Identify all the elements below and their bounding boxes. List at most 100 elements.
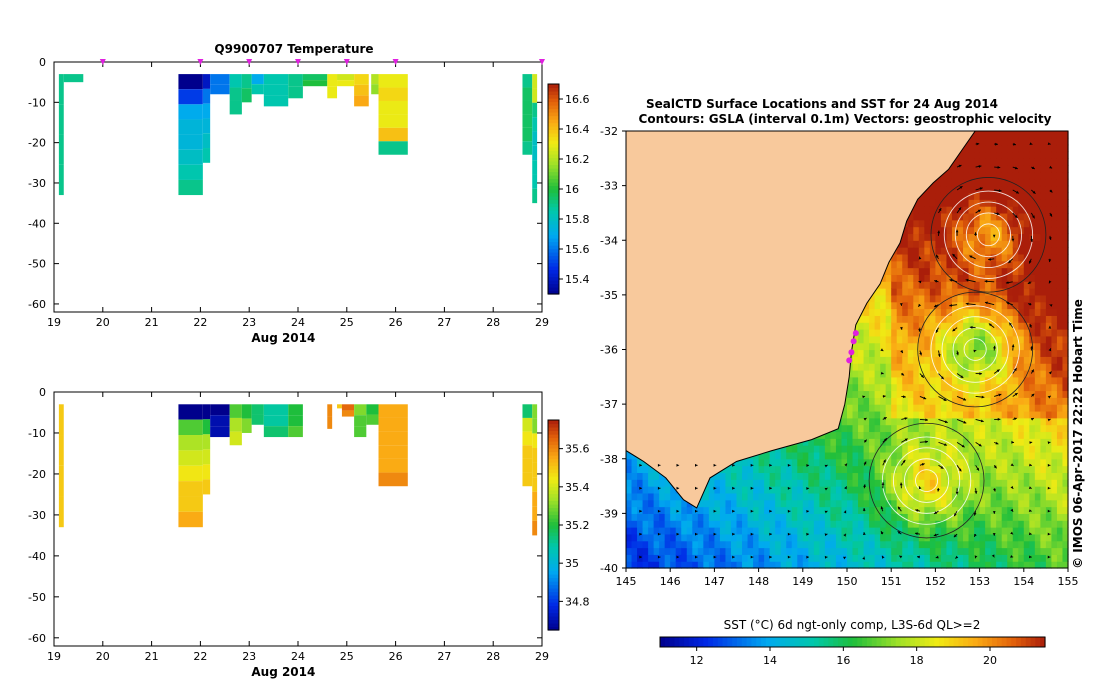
sst-cell — [985, 431, 992, 439]
sst-cell — [791, 513, 798, 521]
sal-colorbar-segment — [548, 504, 559, 509]
sst-cell — [1001, 363, 1008, 371]
sst-cell — [841, 458, 848, 467]
sst-cell — [902, 424, 909, 433]
sst-cell — [990, 212, 997, 221]
sal-colorbar-segment — [548, 626, 559, 631]
sst-cell — [996, 383, 1003, 392]
sst-cell — [637, 458, 644, 467]
temp-cell — [202, 88, 211, 104]
sst-cell — [968, 363, 975, 371]
sst-cell — [686, 540, 693, 549]
temp-colorbar-segment — [548, 287, 559, 292]
sst-cell — [1012, 219, 1019, 228]
sst-cell — [852, 383, 859, 392]
sst-cell — [808, 472, 815, 480]
sst-cell — [736, 527, 743, 535]
sst-cell — [979, 329, 986, 337]
sst-cell — [918, 492, 925, 501]
sst-cell — [1001, 554, 1008, 562]
sst-cell — [990, 308, 997, 316]
sst-cell — [896, 342, 903, 351]
sst-cell — [841, 547, 848, 555]
sst-cell — [719, 554, 727, 562]
sst-cell — [891, 369, 898, 378]
sal-cell — [178, 419, 203, 436]
sst-cell — [891, 410, 898, 419]
sst-cell — [1001, 513, 1008, 521]
sal-cell — [202, 449, 211, 465]
sst-cell — [863, 520, 870, 528]
sst-cell — [940, 240, 948, 248]
sst-cell — [891, 315, 898, 323]
sst-cell — [1001, 212, 1008, 221]
sst-cell — [896, 294, 903, 303]
sst-cell — [769, 486, 776, 494]
sst-cell — [631, 513, 638, 521]
sal-cell — [210, 426, 230, 438]
sst-cell — [742, 458, 749, 467]
sst-cell — [863, 486, 870, 494]
sst-cell — [951, 165, 959, 173]
sst-cell — [985, 322, 992, 330]
sst-cell — [990, 465, 997, 474]
sst-cell — [946, 383, 953, 392]
sst-cell — [852, 513, 859, 521]
sst-cell — [642, 513, 649, 521]
sst-cell — [957, 445, 964, 453]
temp-xtick-label: 22 — [193, 316, 207, 329]
sst-cell — [869, 472, 876, 480]
sst-cell — [830, 472, 837, 480]
sst-cell — [858, 410, 865, 419]
sst-cell — [968, 465, 975, 474]
sst-cell — [924, 458, 931, 467]
sst-cell — [858, 458, 865, 467]
sst-cell — [896, 554, 903, 562]
sst-cell — [719, 479, 727, 487]
sst-cell — [918, 499, 925, 508]
temp-xtick-label: 29 — [535, 316, 549, 329]
sst-cell — [963, 185, 970, 194]
sst-cell — [708, 527, 715, 535]
sst-cell — [637, 479, 644, 487]
temp-colorbar-segment — [548, 276, 559, 281]
sst-cell — [847, 445, 854, 453]
sst-cell — [918, 335, 925, 344]
sst-cell — [951, 240, 959, 248]
temp-cell — [337, 74, 355, 81]
sst-cell — [996, 499, 1003, 508]
sst-cell — [841, 492, 848, 501]
sst-cell — [880, 397, 887, 405]
sst-cell — [940, 206, 948, 214]
sst-cell — [653, 527, 660, 535]
temp-cell — [354, 95, 369, 107]
sst-cell — [896, 513, 903, 521]
sst-cell — [1018, 445, 1025, 453]
temp-cell — [532, 102, 538, 118]
sst-cell — [985, 486, 992, 494]
sst-cell — [869, 383, 876, 392]
sst-cell — [996, 465, 1003, 474]
sal-colorbar-segment — [548, 483, 559, 488]
sst-cell — [968, 349, 975, 357]
sst-cell — [935, 253, 942, 262]
sst-cell — [907, 233, 914, 241]
sst-cell — [869, 479, 876, 487]
sst-cell — [957, 486, 964, 494]
temp-cell — [532, 117, 538, 132]
sst-cell — [979, 404, 986, 412]
sst-cell — [990, 547, 997, 555]
sst-cell — [979, 438, 986, 446]
sst-cell — [874, 424, 881, 433]
sst-cell — [913, 356, 920, 364]
sst-cell — [797, 492, 804, 501]
sst-cell — [742, 554, 749, 562]
sst-cell — [907, 486, 914, 494]
temp-cell — [178, 119, 203, 135]
sst-cell — [1007, 417, 1014, 426]
sst-cell — [968, 219, 975, 228]
temp-cell — [532, 131, 538, 146]
sal-colorbar-segment — [548, 441, 559, 446]
sst-cell — [913, 486, 920, 494]
sst-cell — [1018, 417, 1025, 426]
